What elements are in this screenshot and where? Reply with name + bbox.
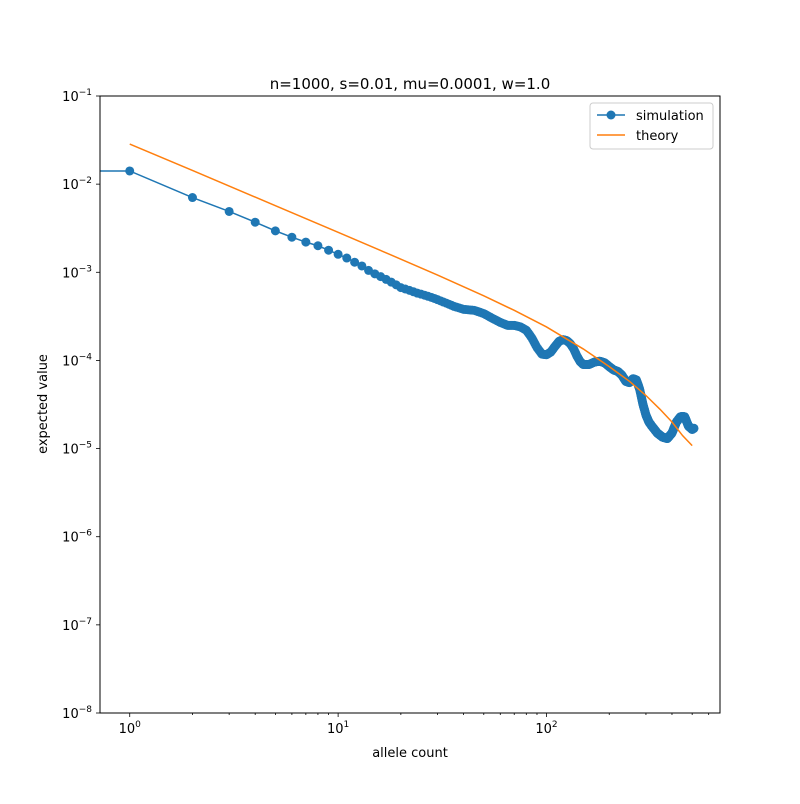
y-tick-label: 10−2: [62, 176, 92, 193]
plot-area: [100, 143, 699, 447]
simulation-point: [287, 232, 297, 242]
simulation-point: [224, 206, 234, 216]
simulation-point: [324, 245, 334, 255]
y-tick-label: 10−7: [62, 617, 92, 634]
y-tick-label: 10−1: [62, 88, 92, 105]
simulation-point: [342, 253, 352, 263]
simulation-point: [250, 217, 260, 227]
x-tick-label: 101: [327, 720, 349, 737]
x-tick-label: 100: [119, 720, 142, 737]
chart-title: n=1000, s=0.01, mu=0.0001, w=1.0: [270, 75, 551, 93]
legend-theory-label: theory: [636, 129, 679, 144]
y-axis: 10−8 10−7 10−6 10−5 10−4 10−3 10−2 10−1: [62, 88, 100, 722]
legend-simulation-label: simulation: [636, 109, 704, 124]
simulation-point: [357, 261, 367, 271]
simulation-point: [125, 166, 135, 176]
y-tick-label: 10−6: [62, 529, 92, 546]
plot-frame: [99, 95, 721, 714]
legend: simulation theory: [589, 102, 714, 150]
x-axis: 100 101 102: [119, 713, 710, 737]
series-layer: [100, 143, 699, 447]
x-axis-label: allele count: [372, 746, 448, 761]
y-tick-label: 10−5: [62, 441, 92, 458]
theory-line: [129, 143, 693, 447]
y-tick-label: 10−8: [62, 705, 92, 722]
simulation-point: [333, 249, 343, 259]
simulation-point: [313, 241, 323, 251]
simulation-point: [301, 237, 311, 247]
y-tick-label: 10−4: [62, 352, 92, 369]
simulation-point: [270, 226, 280, 236]
y-axis-label: expected value: [36, 354, 51, 454]
simulation-point: [350, 257, 360, 267]
y-tick-label: 10−3: [62, 264, 92, 281]
x-tick-label: 102: [535, 720, 557, 737]
simulation-point: [187, 193, 197, 203]
legend-simulation-marker: [606, 110, 616, 120]
simulation-point: [689, 423, 699, 433]
